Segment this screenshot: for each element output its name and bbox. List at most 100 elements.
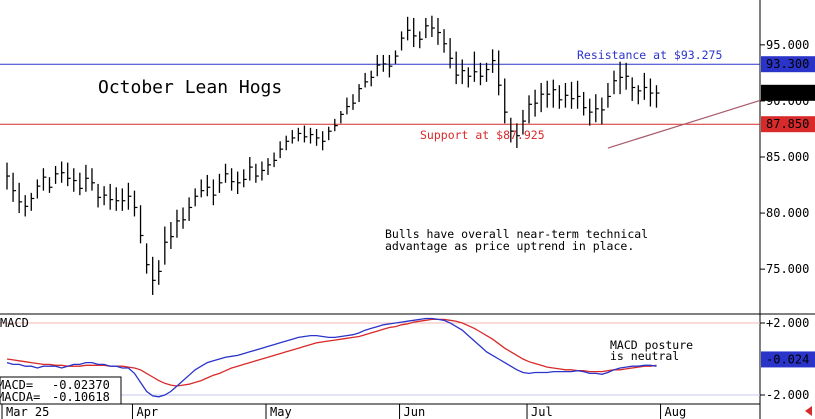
price-bar (237, 171, 241, 195)
price-bar (552, 79, 557, 108)
macd-tick-label: -2.000 (766, 388, 809, 402)
price-bar (522, 109, 526, 135)
price-bar (67, 162, 71, 187)
price-bar (224, 163, 229, 183)
price-bar (291, 130, 296, 144)
macd-readout-label: MACDA= (0, 390, 40, 404)
last-price-tag-bg (761, 84, 815, 101)
price-bar (24, 195, 29, 217)
price-bar (637, 85, 642, 105)
price-bar (249, 157, 253, 181)
price-level-tag: 93.300 (766, 57, 809, 71)
price-bar (370, 70, 375, 87)
price-bar (595, 94, 599, 123)
macd-readout-label: MACD= (0, 378, 33, 392)
price-bar (170, 222, 174, 249)
price-bar (54, 165, 59, 184)
time-axis-label: Mar 25 (6, 405, 49, 419)
price-bar (303, 125, 308, 143)
chart-title: October Lean Hogs (98, 77, 282, 98)
scroll-left-icon[interactable] (805, 406, 812, 416)
price-level-label: Resistance at $93.275 (577, 48, 722, 62)
price-bar (97, 183, 102, 208)
price-bar (243, 169, 247, 188)
macd-last-tag: -0.024 (766, 352, 809, 366)
price-bar (461, 59, 466, 85)
price-bar (625, 62, 630, 90)
price-level-tag-bg (761, 116, 815, 133)
price-level-label: Support at $87.925 (420, 128, 545, 142)
price-tick-label: 90.000 (766, 94, 809, 108)
macd-readout-box (0, 376, 122, 405)
price-bar (516, 123, 520, 149)
price-bar (152, 256, 156, 295)
price-tick-label: 75.000 (766, 262, 809, 276)
macd-readout-value: -0.02370 (52, 378, 110, 392)
price-bar (613, 70, 617, 95)
price-bar (540, 82, 545, 113)
price-bar (498, 50, 502, 96)
price-bar (60, 161, 65, 183)
price-bar (425, 17, 429, 39)
price-bar (12, 172, 17, 202)
price-bar (576, 80, 581, 109)
price-bar (297, 127, 302, 142)
price-bar (479, 62, 484, 86)
price-bar (340, 111, 344, 124)
macd-note-line-1: MACD posture (610, 338, 693, 352)
price-bar (358, 84, 363, 103)
price-bar (194, 188, 199, 207)
price-bar (73, 168, 77, 192)
price-bar (158, 260, 162, 285)
price-bar (528, 95, 533, 124)
price-bar (30, 192, 35, 211)
time-axis-label: Apr (136, 405, 158, 419)
price-bar (449, 38, 454, 69)
price-bar (352, 94, 356, 110)
uptrend-line (607, 98, 766, 149)
price-bar (200, 179, 205, 198)
price-bar (145, 243, 150, 274)
price-bar (255, 163, 259, 183)
price-bar (400, 31, 405, 51)
price-bar (6, 162, 10, 190)
price-bar (564, 82, 569, 108)
price-bar (328, 126, 332, 141)
price-bar (510, 117, 514, 143)
price-bar (534, 89, 539, 117)
price-bar (570, 81, 575, 109)
price-bar (127, 182, 132, 210)
price-bar (601, 97, 605, 125)
price-bar (419, 31, 423, 49)
price-level-tag: 87.850 (766, 117, 809, 131)
price-axis: 75.000 80.000 85.000 90.000 95.000 (760, 38, 809, 276)
price-bar (48, 177, 53, 193)
price-bar (473, 51, 478, 82)
price-bar (655, 85, 660, 108)
price-bars (6, 15, 660, 295)
price-bar (382, 54, 387, 72)
price-bar (485, 62, 490, 82)
price-bar (619, 61, 624, 95)
macd-panel-title: MACD (0, 316, 29, 330)
price-bar (309, 127, 314, 144)
price-bar (504, 78, 508, 124)
price-bar (376, 54, 381, 77)
price-bar (91, 168, 95, 191)
price-note-line-1: Bulls have overall near-term technical (385, 227, 648, 241)
price-bar (18, 182, 23, 214)
price-bar (218, 173, 223, 193)
macd-note-line-2: is neutral (610, 349, 679, 363)
price-bar (455, 51, 460, 85)
last-price-tag: 90.725 (766, 86, 809, 100)
price-bar (431, 15, 435, 38)
price-bar (443, 29, 448, 53)
price-bar (346, 97, 350, 115)
price-bar (279, 141, 284, 159)
price-bar (631, 77, 636, 101)
price-bar (643, 72, 648, 100)
price-bar (182, 207, 187, 229)
price-bar (273, 152, 278, 168)
price-bar (583, 91, 587, 116)
